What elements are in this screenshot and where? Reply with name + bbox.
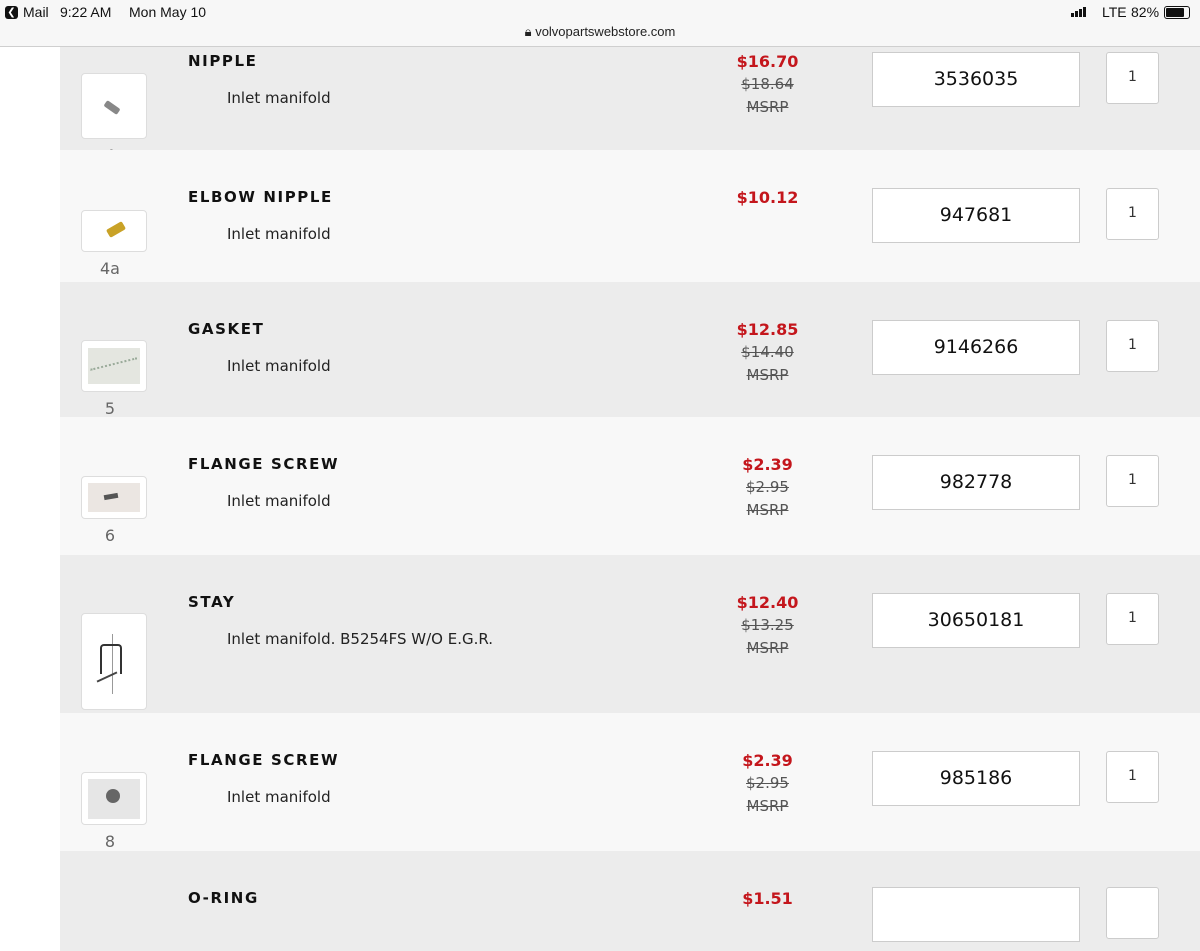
quantity-input[interactable]: 1 — [1106, 320, 1159, 372]
part-row: STAY Inlet manifold. B5254FS W/O E.G.R. $1… — [60, 555, 1200, 713]
part-title[interactable]: GASKET — [188, 320, 265, 338]
part-number-field[interactable] — [872, 887, 1080, 942]
signal-icon — [1071, 7, 1086, 17]
status-time: 9:22 AM — [60, 4, 112, 20]
msrp-price: $13.25 — [741, 616, 794, 634]
quantity-input[interactable]: 1 — [1106, 593, 1159, 645]
quantity-input[interactable]: 1 — [1106, 52, 1159, 104]
network-label: LTE — [1102, 4, 1127, 20]
msrp-label: MSRP — [746, 366, 789, 384]
part-thumbnail[interactable] — [81, 340, 147, 392]
part-row: O-RING $1.51 — [60, 851, 1200, 951]
part-row: 6 FLANGE SCREW Inlet manifold $2.39 $2.95 MSR… — [60, 417, 1200, 555]
msrp-label: MSRP — [746, 639, 789, 657]
sale-price: $16.70 — [736, 52, 799, 71]
diagram-ref-number: 6 — [104, 526, 116, 545]
diagram-ref-number: 5 — [104, 399, 116, 418]
thumbnail-image — [88, 348, 140, 384]
quantity-input[interactable]: 1 — [1106, 455, 1159, 507]
part-title[interactable]: O-RING — [188, 889, 259, 907]
quantity-input[interactable] — [1106, 887, 1159, 939]
sale-price: $2.39 — [742, 751, 793, 770]
sale-price: $12.40 — [736, 593, 799, 612]
msrp-price: $2.95 — [746, 478, 789, 496]
part-description: Inlet manifold — [227, 492, 331, 510]
msrp-label: MSRP — [746, 501, 789, 519]
part-row: 8 FLANGE SCREW Inlet manifold $2.39 $2.95 MSR… — [60, 713, 1200, 851]
part-title[interactable]: ELBOW NIPPLE — [188, 188, 333, 206]
part-thumbnail[interactable] — [81, 210, 147, 252]
part-number-field[interactable]: 9146266 — [872, 320, 1080, 375]
url-text: volvopartswebstore.com — [535, 24, 676, 39]
diagram-ref-number: 4a — [100, 259, 120, 278]
back-app-label[interactable]: Mail — [23, 4, 49, 20]
part-description: Inlet manifold — [227, 89, 331, 107]
part-title[interactable]: STAY — [188, 593, 236, 611]
part-description: Inlet manifold — [227, 225, 331, 243]
sale-price: $2.39 — [742, 455, 793, 474]
part-description: Inlet manifold — [227, 788, 331, 806]
back-to-app-icon[interactable]: ❮ — [5, 6, 18, 19]
part-thumbnail[interactable] — [81, 772, 147, 825]
part-number-field[interactable]: 985186 — [872, 751, 1080, 806]
sale-price: $12.85 — [736, 320, 799, 339]
thumbnail-image — [103, 100, 121, 115]
part-description: Inlet manifold — [227, 357, 331, 375]
quantity-input[interactable]: 1 — [1106, 188, 1159, 240]
diagram-ref-number: 8 — [104, 832, 116, 851]
msrp-price: $18.64 — [741, 75, 794, 93]
part-title[interactable]: FLANGE SCREW — [188, 751, 340, 769]
part-description: Inlet manifold. B5254FS W/O E.G.R. — [227, 630, 494, 648]
safari-header: ❮ Mail 9:22 AM Mon May 10 LTE 82% 🔒︎ vol… — [0, 0, 1200, 47]
lock-icon: 🔒︎ — [524, 24, 532, 39]
part-title[interactable]: FLANGE SCREW — [188, 455, 340, 473]
part-thumbnail[interactable] — [81, 613, 147, 710]
part-row: 4a ELBOW NIPPLE Inlet manifold $10.12 947681… — [60, 150, 1200, 282]
parts-list: 4NIPPLEInlet manifold$16.70$18.64MSRP353… — [60, 0, 1200, 951]
msrp-price: $2.95 — [746, 774, 789, 792]
part-thumbnail[interactable] — [81, 73, 147, 139]
thumbnail-image — [100, 644, 122, 674]
sale-price: $1.51 — [742, 889, 793, 908]
thumbnail-image — [106, 789, 120, 803]
part-thumbnail[interactable] — [81, 476, 147, 519]
part-row: 5 GASKET Inlet manifold $12.85 $14.40 MSRP 914… — [60, 282, 1200, 418]
msrp-price: $14.40 — [741, 343, 794, 361]
thumbnail-image — [105, 221, 127, 238]
msrp-label: MSRP — [746, 98, 789, 116]
msrp-label: MSRP — [746, 797, 789, 815]
part-number-field[interactable]: 3536035 — [872, 52, 1080, 107]
battery-percent: 82% — [1131, 4, 1160, 20]
sale-price: $10.12 — [736, 188, 799, 207]
part-number-field[interactable]: 982778 — [872, 455, 1080, 510]
battery-icon — [1164, 6, 1190, 19]
url-bar[interactable]: 🔒︎ volvopartswebstore.com — [0, 24, 1200, 40]
thumbnail-image — [112, 634, 113, 694]
quantity-input[interactable]: 1 — [1106, 751, 1159, 803]
part-number-field[interactable]: 30650181 — [872, 593, 1080, 648]
part-number-field[interactable]: 947681 — [872, 188, 1080, 243]
part-title[interactable]: NIPPLE — [188, 52, 258, 70]
status-date: Mon May 10 — [129, 4, 207, 20]
